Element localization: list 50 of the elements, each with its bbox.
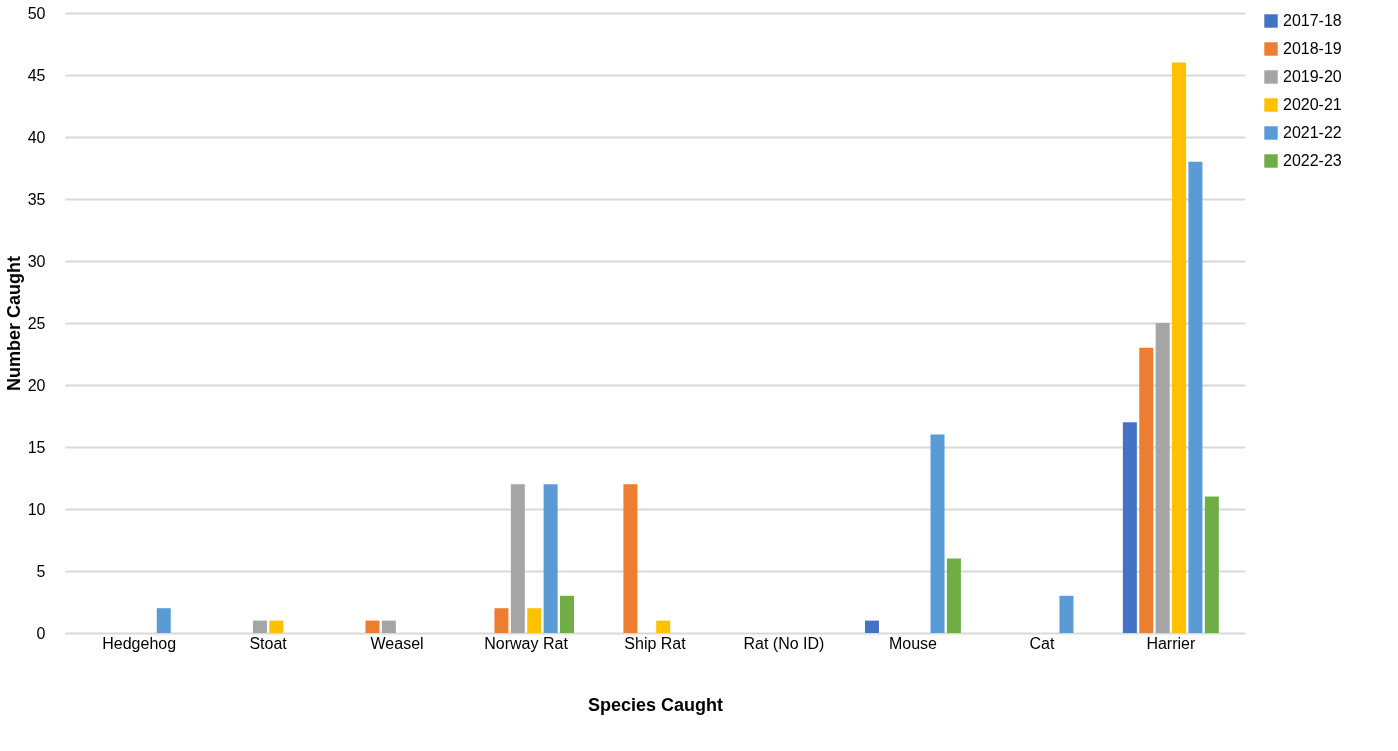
bar: [1122, 422, 1137, 633]
y-tick-label: 30: [27, 252, 46, 270]
x-tick-label: Mouse: [888, 634, 938, 652]
legend-label: 2017-18: [1283, 12, 1342, 29]
y-axis-title: Number Caught: [3, 255, 24, 391]
bar: [560, 595, 575, 633]
x-tick-label: Hedgehog: [102, 634, 177, 652]
bar: [946, 558, 961, 633]
bar: [1139, 347, 1154, 633]
y-tick-label: 0: [36, 624, 46, 642]
legend-label: 2019-20: [1283, 68, 1342, 85]
bar: [656, 620, 671, 633]
bar: [864, 620, 879, 633]
bar: [1188, 161, 1203, 633]
bar: [543, 484, 558, 633]
x-tick-label: Norway Rat: [484, 634, 569, 652]
x-tick-label: Rat (No ID): [743, 634, 825, 652]
y-tick-label: 50: [27, 4, 46, 22]
y-tick-label: 40: [27, 128, 46, 146]
bar: [1059, 595, 1074, 633]
bar: [527, 608, 542, 633]
legend-label: 2021-22: [1283, 124, 1342, 141]
legend-label: 2018-19: [1283, 40, 1342, 57]
x-tick-label: Cat: [1029, 634, 1055, 652]
legend-label: 2020-21: [1283, 96, 1342, 113]
x-tick-label: Weasel: [370, 634, 424, 652]
bar: [1172, 62, 1187, 633]
x-tick-label: Stoat: [249, 634, 288, 652]
x-axis-title: Species Caught: [587, 694, 724, 715]
bar: [494, 608, 509, 633]
x-tick-label: Ship Rat: [624, 634, 687, 652]
bar: [1155, 323, 1170, 633]
y-tick-label: 35: [27, 190, 46, 208]
bar: [365, 620, 380, 633]
bar: [1204, 496, 1219, 633]
y-tick-label: 15: [27, 438, 46, 456]
y-tick-label: 45: [27, 66, 46, 84]
bar: [269, 620, 284, 633]
bar: [510, 484, 525, 633]
bar: [381, 620, 396, 633]
bar: [156, 608, 171, 633]
bar: [623, 484, 638, 633]
y-tick-label: 5: [36, 562, 46, 580]
bar: [930, 434, 945, 633]
y-tick-label: 25: [27, 314, 46, 332]
legend-label: 2022-23: [1283, 152, 1342, 169]
y-tick-label: 10: [27, 500, 46, 518]
bar: [252, 620, 267, 633]
y-tick-label: 20: [27, 376, 46, 394]
x-tick-label: Harrier: [1146, 634, 1196, 652]
